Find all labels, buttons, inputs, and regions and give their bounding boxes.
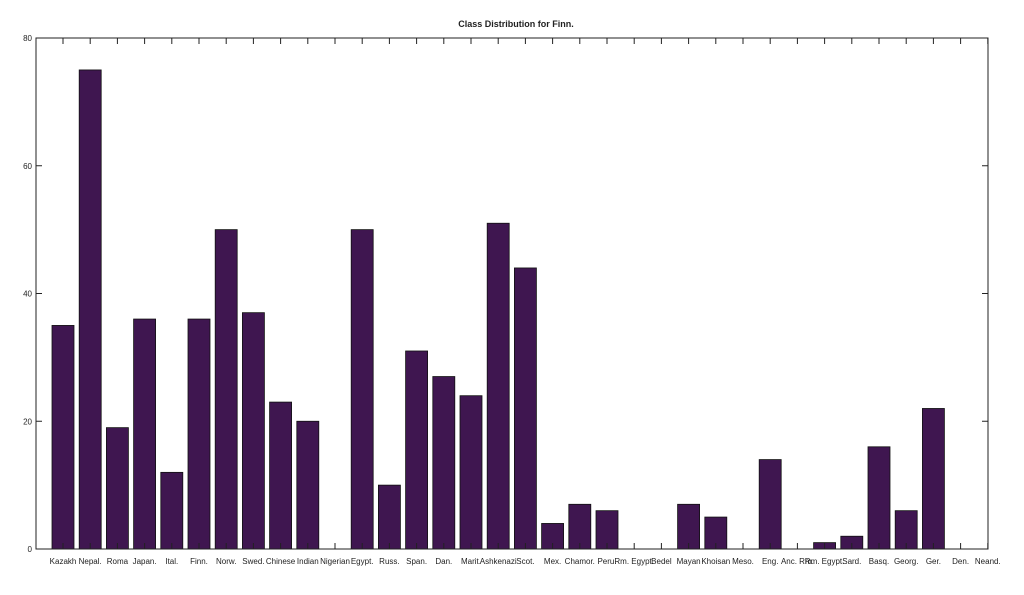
y-tick-label: 0: [28, 545, 33, 554]
bar: [296, 420, 320, 550]
bar: [568, 503, 592, 550]
bar: [350, 229, 374, 550]
x-tick-label: Georg.: [894, 557, 918, 566]
x-tick-label: Mayan: [677, 557, 701, 566]
x-tick-label: Nepal.: [79, 557, 102, 566]
plot-frame: [35, 37, 989, 550]
bar: [106, 427, 129, 550]
x-tick-label: Indian: [297, 557, 319, 566]
x-tick-label: Sard.: [842, 557, 861, 566]
x-tick-label: Chamor.: [565, 557, 595, 566]
x-tick-label: Kazakh: [50, 557, 77, 566]
y-tick-label: 60: [23, 162, 32, 171]
y-tick-label: 80: [23, 34, 32, 43]
bar: [514, 267, 537, 550]
x-tick-label: Dan.: [435, 557, 452, 566]
bar: [187, 318, 211, 550]
chart-title: Class Distribution for Finn.: [458, 19, 574, 29]
x-tick-label: Chinese: [266, 557, 296, 566]
x-tick-label: Peru.: [597, 557, 616, 566]
x-tick-label: Khoisan: [701, 557, 730, 566]
x-tick-label: Marit.: [461, 557, 481, 566]
bar: [459, 395, 483, 550]
bar: [269, 401, 293, 550]
bar: [241, 312, 265, 550]
bar: [677, 503, 700, 550]
x-tick-label: Eng.: [762, 557, 778, 566]
x-tick-label: Neand.: [975, 557, 1001, 566]
x-tick-label: Rm. Egypt.: [614, 557, 654, 566]
x-tick-label: Den.: [952, 557, 969, 566]
bar: [432, 376, 456, 550]
x-tick-label: Roma: [107, 557, 129, 566]
x-tick-label: Japan.: [133, 557, 157, 566]
x-tick-label: Finn.: [190, 557, 208, 566]
x-tick-label: Basq.: [869, 557, 889, 566]
x-tick-label: Swed.: [242, 557, 264, 566]
bar: [405, 350, 429, 550]
bar: [133, 318, 157, 550]
bar: [78, 69, 102, 550]
bar: [758, 459, 782, 550]
bar: [214, 229, 238, 550]
bar: [160, 471, 184, 550]
y-tick-label: 20: [23, 417, 32, 426]
x-tick-label: Ger.: [926, 557, 941, 566]
bar: [867, 446, 891, 550]
x-tick-label: Egypt.: [351, 557, 374, 566]
bar: [51, 325, 75, 550]
bar: [377, 484, 401, 550]
bar: [922, 408, 945, 550]
x-tick-label: Nigerian: [320, 557, 350, 566]
x-tick-label: Bedel: [651, 557, 672, 566]
x-tick-label: Ashkenazi: [480, 557, 517, 566]
x-tick-label: Span.: [406, 557, 427, 566]
x-axis: Kazakh Nepal. Roma Japan. Ital. Finn. Norw. Swe…: [50, 38, 1001, 566]
x-tick-label: Ital.: [165, 557, 178, 566]
x-tick-label: Meso.: [732, 557, 754, 566]
bar: [486, 222, 510, 550]
x-tick-label: Mex.: [544, 557, 561, 566]
x-tick-label: Norw.: [216, 557, 236, 566]
bars-group: [51, 69, 945, 550]
x-tick-label: Anc. Rm.: [781, 557, 814, 566]
y-tick-label: 40: [23, 290, 32, 299]
x-tick-label: Rm. Egypt.: [805, 557, 845, 566]
x-tick-label: Scot.: [516, 557, 534, 566]
x-tick-label: Russ.: [379, 557, 399, 566]
